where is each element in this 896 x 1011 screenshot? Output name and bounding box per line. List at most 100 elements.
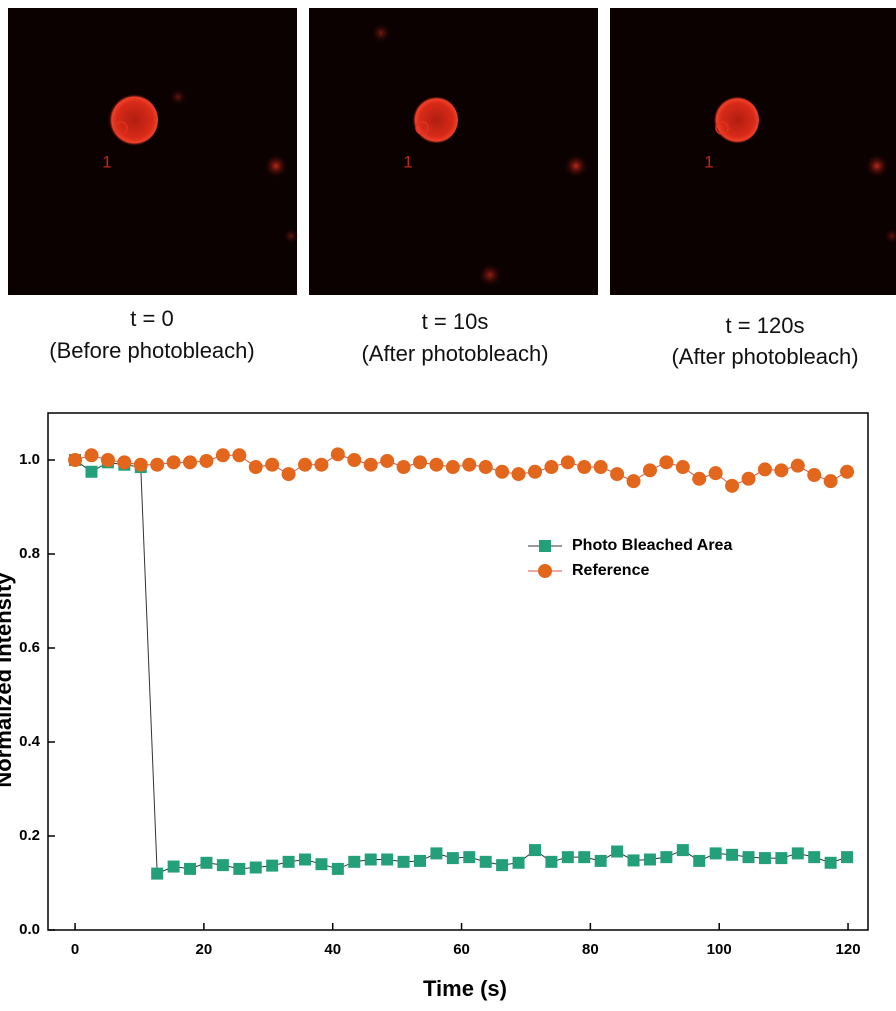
data-point bbox=[545, 856, 557, 868]
data-point bbox=[348, 856, 360, 868]
micrograph: 1 bbox=[8, 8, 299, 295]
data-point bbox=[529, 844, 541, 856]
y-tick-label: 0.0 bbox=[19, 921, 40, 938]
caption: t = 120s bbox=[726, 313, 805, 338]
data-point bbox=[562, 851, 574, 863]
data-point bbox=[644, 854, 656, 866]
data-point bbox=[216, 448, 230, 462]
data-point bbox=[594, 460, 608, 474]
data-point bbox=[199, 454, 213, 468]
data-point bbox=[462, 458, 476, 472]
data-point bbox=[183, 455, 197, 469]
caption: (Before photobleach) bbox=[49, 338, 254, 363]
y-tick-label: 0.8 bbox=[19, 545, 40, 562]
data-point bbox=[266, 860, 278, 872]
figure: 1 1 1 t = 0 (Before photobleach) t = 10s… bbox=[0, 0, 896, 1006]
data-point bbox=[364, 458, 378, 472]
y-tick-label: 0.6 bbox=[19, 639, 40, 656]
data-point bbox=[676, 460, 690, 474]
caption: t = 0 bbox=[130, 306, 173, 331]
data-point bbox=[414, 855, 426, 867]
x-tick-label: 100 bbox=[707, 941, 732, 958]
data-point bbox=[298, 458, 312, 472]
data-point bbox=[85, 466, 97, 478]
series-line bbox=[75, 460, 847, 874]
legend-marker bbox=[538, 564, 552, 578]
data-point bbox=[282, 467, 296, 481]
data-point bbox=[447, 852, 459, 864]
data-point bbox=[331, 447, 345, 461]
x-tick-label: 40 bbox=[324, 941, 341, 958]
data-point bbox=[265, 458, 279, 472]
x-tick-label: 120 bbox=[836, 941, 861, 958]
data-point bbox=[463, 851, 475, 863]
data-point bbox=[742, 472, 756, 486]
data-point bbox=[314, 458, 328, 472]
data-point bbox=[824, 474, 838, 488]
legend-label: Photo Bleached Area bbox=[572, 537, 732, 554]
data-point bbox=[774, 463, 788, 477]
y-tick-label: 1.0 bbox=[19, 451, 40, 468]
data-point bbox=[347, 453, 361, 467]
data-point bbox=[791, 459, 805, 473]
data-point bbox=[200, 857, 212, 869]
data-point bbox=[397, 460, 411, 474]
caption: t = 10s bbox=[422, 309, 489, 334]
data-point bbox=[381, 854, 393, 866]
data-point bbox=[299, 854, 311, 866]
data-point bbox=[495, 465, 509, 479]
data-point bbox=[577, 460, 591, 474]
caption: (After photobleach) bbox=[671, 344, 858, 369]
data-point bbox=[561, 455, 575, 469]
data-point bbox=[578, 851, 590, 863]
x-axis-label: Time (s) bbox=[423, 976, 507, 1001]
data-point bbox=[168, 861, 180, 873]
data-point bbox=[398, 856, 410, 868]
data-point bbox=[480, 856, 492, 868]
data-point bbox=[775, 852, 787, 864]
data-point bbox=[84, 448, 98, 462]
data-point bbox=[611, 846, 623, 858]
data-point bbox=[825, 857, 837, 869]
data-point bbox=[513, 857, 525, 869]
data-point bbox=[808, 851, 820, 863]
data-point bbox=[249, 460, 263, 474]
data-point bbox=[677, 844, 689, 856]
data-point bbox=[743, 851, 755, 863]
data-point bbox=[68, 453, 82, 467]
data-point bbox=[726, 849, 738, 861]
y-tick-label: 0.4 bbox=[19, 733, 41, 750]
data-point bbox=[709, 466, 723, 480]
x-tick-label: 80 bbox=[582, 941, 599, 958]
data-point bbox=[429, 458, 443, 472]
data-point bbox=[627, 474, 641, 488]
data-point bbox=[232, 448, 246, 462]
data-point bbox=[365, 854, 377, 866]
data-point bbox=[101, 453, 115, 467]
caption: (After photobleach) bbox=[361, 341, 548, 366]
data-point bbox=[332, 863, 344, 875]
data-point bbox=[758, 462, 772, 476]
data-point bbox=[610, 467, 624, 481]
data-point bbox=[628, 854, 640, 866]
x-tick-label: 60 bbox=[453, 941, 470, 958]
data-point bbox=[496, 859, 508, 871]
data-point bbox=[693, 855, 705, 867]
data-point bbox=[150, 458, 164, 472]
data-point bbox=[283, 856, 295, 868]
data-point bbox=[512, 467, 526, 481]
x-tick-label: 0 bbox=[71, 941, 79, 958]
region-label: 1 bbox=[102, 152, 111, 171]
x-tick-label: 20 bbox=[196, 941, 213, 958]
legend-label: Reference bbox=[572, 562, 649, 579]
data-point bbox=[759, 852, 771, 864]
data-point bbox=[841, 851, 853, 863]
data-point bbox=[807, 468, 821, 482]
data-point bbox=[840, 465, 854, 479]
region-label: 1 bbox=[704, 152, 713, 171]
legend-marker bbox=[539, 540, 551, 552]
data-point bbox=[413, 455, 427, 469]
micrograph: 1 bbox=[309, 8, 598, 295]
data-point bbox=[792, 847, 804, 859]
